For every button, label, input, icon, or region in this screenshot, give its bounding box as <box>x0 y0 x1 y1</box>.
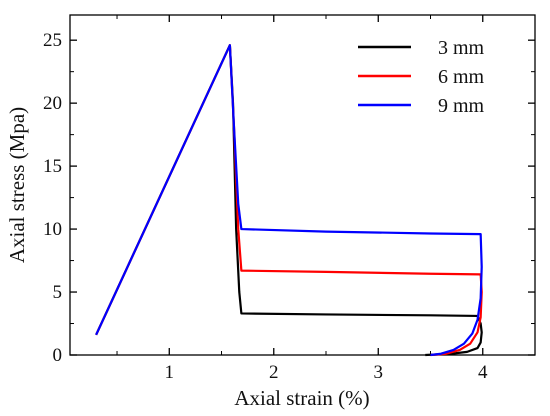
y-tick-label: 25 <box>43 30 62 51</box>
plot-frame <box>69 14 536 356</box>
legend-label: 6 mm <box>438 66 485 88</box>
y-tick-label: 5 <box>53 282 63 303</box>
series-line-6-mm <box>95 44 483 357</box>
y-tick-label: 20 <box>43 93 62 114</box>
x-axis-title: Axial strain (%) <box>234 386 369 410</box>
y-tick-label: 10 <box>43 219 62 240</box>
series-lines <box>95 44 483 357</box>
legend-label: 9 mm <box>438 95 485 117</box>
x-tick-label: 2 <box>269 362 279 383</box>
x-tick-label: 1 <box>165 362 175 383</box>
ticks: 0 5 10 15 20 25 1 2 3 4 <box>43 15 535 383</box>
legend: 3 mm 6 mm 9 mm <box>358 37 485 117</box>
series-line-9-mm <box>95 44 483 357</box>
x-tick-label: 4 <box>478 362 488 383</box>
y-tick-label: 0 <box>53 345 63 366</box>
legend-label: 3 mm <box>438 37 485 59</box>
series-line-3-mm <box>95 44 483 357</box>
y-axis-title: Axial stress (Mpa) <box>5 107 29 263</box>
y-tick-label: 15 <box>43 156 62 177</box>
x-tick-label: 3 <box>374 362 384 383</box>
